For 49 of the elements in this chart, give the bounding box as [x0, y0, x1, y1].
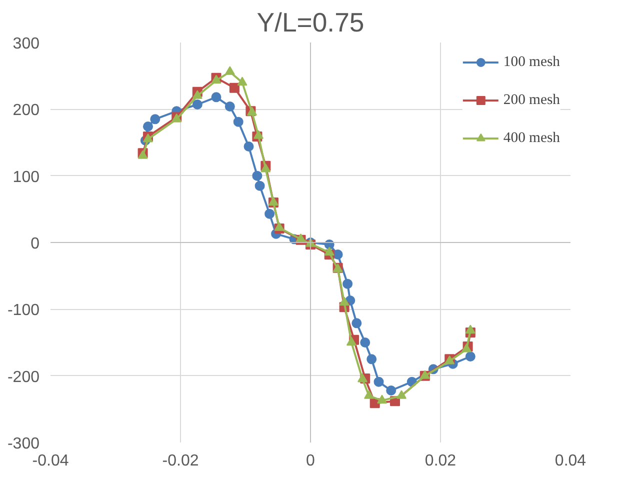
point — [352, 318, 362, 328]
point — [254, 130, 264, 139]
point — [192, 100, 202, 110]
point — [150, 114, 160, 124]
point — [358, 373, 368, 382]
x-tick-label: 0.04 — [554, 452, 586, 470]
point — [374, 376, 384, 387]
y-tick-label: 0 — [30, 236, 40, 252]
point — [377, 394, 387, 404]
point — [224, 66, 235, 75]
y-tick-label: -300 — [7, 436, 40, 452]
point — [296, 233, 306, 242]
point — [339, 296, 350, 306]
y-tick-label: -100 — [7, 302, 40, 320]
point — [254, 180, 265, 191]
point — [192, 90, 202, 99]
point — [360, 338, 370, 348]
legend-label: 200 mesh — [503, 92, 560, 108]
x-tick-label: 0 — [306, 452, 316, 470]
point — [237, 76, 248, 86]
point — [346, 336, 356, 346]
y-tick-label: 200 — [12, 102, 40, 120]
point — [465, 324, 476, 334]
x-tick-label: -0.04 — [32, 452, 69, 470]
y-tick-label: 100 — [12, 168, 40, 186]
point — [233, 116, 244, 127]
point — [342, 278, 353, 289]
point — [264, 208, 275, 219]
point — [224, 102, 235, 112]
point — [252, 170, 262, 181]
x-tick-label: -0.02 — [162, 452, 199, 470]
point — [465, 352, 476, 362]
legend-label: 400 mesh — [503, 130, 560, 146]
point — [386, 386, 396, 396]
point — [324, 246, 334, 256]
point — [260, 163, 271, 172]
point — [143, 122, 153, 132]
point — [364, 390, 374, 399]
y-tick-label: 300 — [12, 36, 40, 52]
point — [366, 354, 377, 364]
point — [396, 390, 406, 399]
point — [244, 142, 254, 152]
chart-title: Y/L=0.75 — [256, 8, 364, 38]
point — [211, 92, 222, 102]
point — [229, 82, 240, 93]
legend-label: 100 mesh — [503, 54, 560, 70]
point — [274, 222, 284, 231]
x-tick-label: 0.02 — [424, 452, 456, 470]
y-tick-label: -200 — [7, 368, 40, 386]
